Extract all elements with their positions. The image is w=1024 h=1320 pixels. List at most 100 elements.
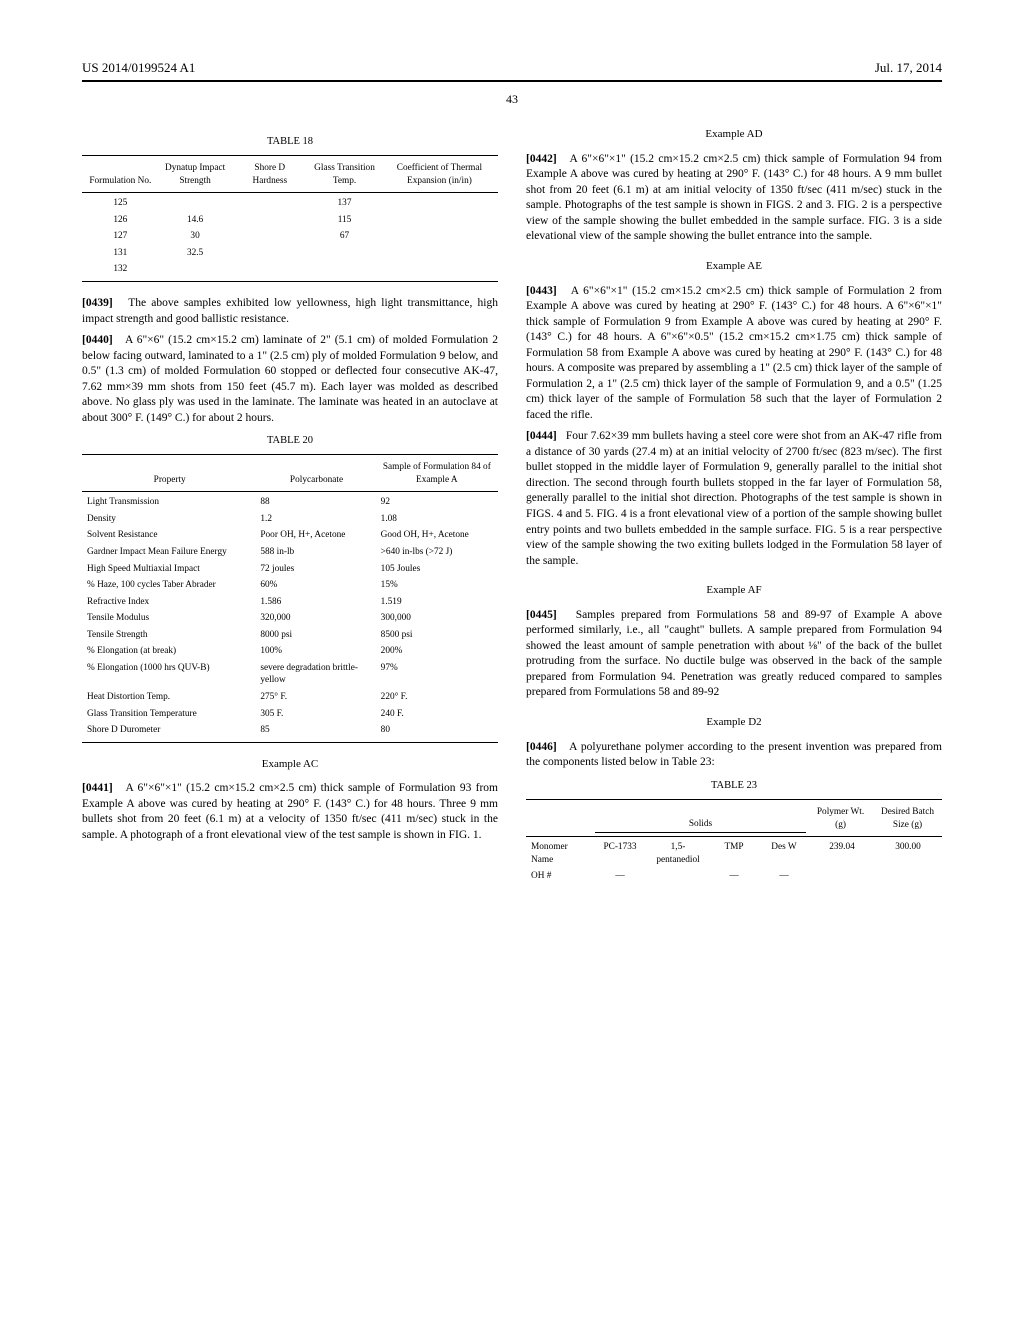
t18r0c1 <box>159 196 232 211</box>
para-0440: [0440] A 6"×6" (15.2 cm×15.2 cm) laminat… <box>82 333 498 426</box>
t20r13c2: 80 <box>378 723 496 738</box>
t18r1c2 <box>233 213 306 228</box>
t20r5c1: 60% <box>257 578 375 593</box>
t20r11c2: 220° F. <box>378 690 496 705</box>
t23r2c3: — <box>710 869 758 884</box>
t20r9c0: % Elongation (at break) <box>84 644 255 659</box>
t23r1c6: 300.00 <box>876 840 940 867</box>
t20r6c1: 1.586 <box>257 595 375 610</box>
t18r2c1: 30 <box>159 229 232 244</box>
t18r3c3 <box>308 246 381 261</box>
para-0441: [0441] A 6"×6"×1" (15.2 cm×15.2 cm×2.5 c… <box>82 781 498 843</box>
t20h1: Polycarbonate <box>257 459 375 488</box>
page-number: 43 <box>82 92 942 107</box>
para-0443: [0443] A 6"×6"×1" (15.2 cm×15.2 cm×2.5 c… <box>526 284 942 424</box>
t20r7c2: 300,000 <box>378 611 496 626</box>
t20r3c1: 588 in-lb <box>257 545 375 560</box>
t18r1c4 <box>383 213 496 228</box>
table23-body: Monomer Name PC-1733 1,5-pentanediol TMP… <box>526 838 942 886</box>
t18r0c2 <box>233 196 306 211</box>
t20r3c0: Gardner Impact Mean Failure Energy <box>84 545 255 560</box>
t20r1c1: 1.2 <box>257 512 375 527</box>
t20r0c0: Light Transmission <box>84 495 255 510</box>
t18r2c0: 127 <box>84 229 157 244</box>
t18r3c0: 131 <box>84 246 157 261</box>
t18r3c1: 32.5 <box>159 246 232 261</box>
para-0439: [0439] The above samples exhibited low y… <box>82 296 498 327</box>
t20r2c2: Good OH, H+, Acetone <box>378 528 496 543</box>
t20r6c0: Refractive Index <box>84 595 255 610</box>
t20r2c1: Poor OH, H+, Acetone <box>257 528 375 543</box>
t20r8c1: 8000 psi <box>257 628 375 643</box>
left-column: TABLE 18 Formulation No. Dynatup Impact … <box>82 127 498 1270</box>
table20: Property Polycarbonate Sample of Formula… <box>82 457 498 490</box>
table18-body: 125 137 12614.6 115 12730 67 13132.5 132 <box>82 194 498 279</box>
txt-0440: A 6"×6" (15.2 cm×15.2 cm) laminate of 2"… <box>82 334 498 424</box>
table23-caption: TABLE 23 <box>526 779 942 793</box>
t18r2c2 <box>233 229 306 244</box>
t23r1c1: PC-1733 <box>594 840 646 867</box>
pn-0446: [0446] <box>526 741 557 753</box>
t18r2c4 <box>383 229 496 244</box>
t20r4c1: 72 joules <box>257 562 375 577</box>
t20r8c0: Tensile Strength <box>84 628 255 643</box>
t20r10c0: % Elongation (1000 hrs QUV-B) <box>84 661 255 688</box>
t18r0c4 <box>383 196 496 211</box>
t20r4c2: 105 Joules <box>378 562 496 577</box>
right-column: Example AD [0442] A 6"×6"×1" (15.2 cm×15… <box>526 127 942 1270</box>
txt-0439: The above samples exhibited low yellowne… <box>82 297 498 325</box>
t20r3c2: >640 in-lbs (>72 J) <box>378 545 496 560</box>
t18r2c3: 67 <box>308 229 381 244</box>
t20r6c2: 1.519 <box>378 595 496 610</box>
example-af-title: Example AF <box>526 583 942 598</box>
table20-body: Light Transmission8892 Density1.21.08 So… <box>82 493 498 739</box>
t18r0c3: 137 <box>308 196 381 211</box>
table18: Formulation No. Dynatup Impact Strength … <box>82 158 498 191</box>
pn-0439: [0439] <box>82 297 113 309</box>
t18r4c2 <box>233 262 306 277</box>
txt-0446: A polyurethane polymer according to the … <box>526 741 942 769</box>
pn-0442: [0442] <box>526 153 557 165</box>
t18r1c3: 115 <box>308 213 381 228</box>
t20r12c2: 240 F. <box>378 707 496 722</box>
para-0446: [0446] A polyurethane polymer according … <box>526 740 942 771</box>
pn-0445: [0445] <box>526 609 557 621</box>
t18r0c0: 125 <box>84 196 157 211</box>
t23r1c2: 1,5-pentanediol <box>648 840 708 867</box>
t20r11c1: 275° F. <box>257 690 375 705</box>
para-0445: [0445] Samples prepared from Formulation… <box>526 608 942 701</box>
table18-caption: TABLE 18 <box>82 135 498 149</box>
t20r0c2: 92 <box>378 495 496 510</box>
t23r2c0: OH # <box>528 869 592 884</box>
t18r1c1: 14.6 <box>159 213 232 228</box>
t20r12c1: 305 F. <box>257 707 375 722</box>
table18-h2: Shore D Hardness <box>233 160 306 189</box>
table18-h0: Formulation No. <box>84 160 157 189</box>
txt-0442: A 6"×6"×1" (15.2 cm×15.2 cm×2.5 cm) thic… <box>526 153 942 243</box>
example-ad-title: Example AD <box>526 127 942 142</box>
t23superhead: Solids <box>595 804 806 833</box>
txt-0441: A 6"×6"×1" (15.2 cm×15.2 cm×2.5 cm) thic… <box>82 782 498 841</box>
t18r1c0: 126 <box>84 213 157 228</box>
example-ae-title: Example AE <box>526 259 942 274</box>
t18r4c0: 132 <box>84 262 157 277</box>
t18r4c3 <box>308 262 381 277</box>
t20r13c0: Shore D Durometer <box>84 723 255 738</box>
t20r12c0: Glass Transition Temperature <box>84 707 255 722</box>
t20r0c1: 88 <box>257 495 375 510</box>
txt-0445: Samples prepared from Formulations 58 an… <box>526 609 942 699</box>
pn-0440: [0440] <box>82 334 113 346</box>
t23r2c6 <box>876 869 940 884</box>
txt-0444: Four 7.62×39 mm bullets having a steel c… <box>526 430 942 566</box>
t23h6: Desired Batch Size (g) <box>875 804 940 833</box>
table18-h3: Glass Transition Temp. <box>308 160 381 189</box>
header-left: US 2014/0199524 A1 <box>82 60 195 76</box>
t20r9c1: 100% <box>257 644 375 659</box>
t23r2c5 <box>810 869 874 884</box>
example-ac-title: Example AC <box>82 757 498 772</box>
table18-h1: Dynatup Impact Strength <box>159 160 232 189</box>
t23r2c2 <box>648 869 708 884</box>
para-0442: [0442] A 6"×6"×1" (15.2 cm×15.2 cm×2.5 c… <box>526 152 942 245</box>
txt-0443: A 6"×6"×1" (15.2 cm×15.2 cm×2.5 cm) thic… <box>526 285 942 421</box>
t18r4c1 <box>159 262 232 277</box>
